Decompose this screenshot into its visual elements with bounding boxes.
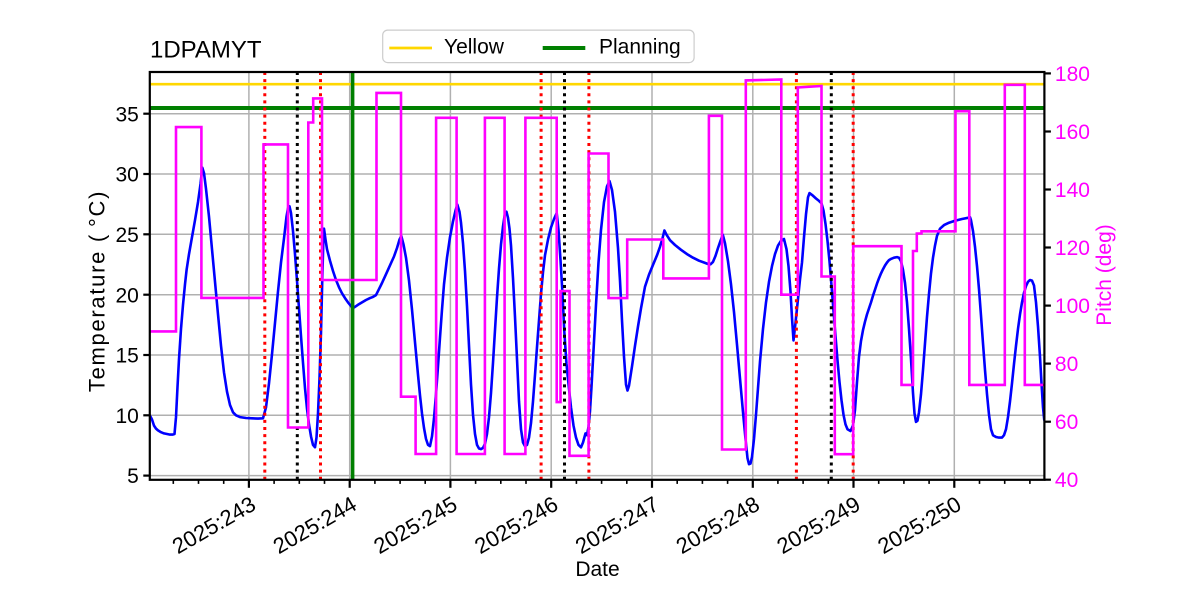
svg-text:20: 20 — [115, 284, 138, 307]
svg-text:30: 30 — [115, 164, 138, 187]
svg-text:60: 60 — [1055, 411, 1078, 434]
svg-text:140: 140 — [1055, 179, 1090, 202]
svg-text:80: 80 — [1055, 353, 1078, 376]
svg-text:10: 10 — [115, 405, 138, 428]
svg-text:Pitch (deg): Pitch (deg) — [1093, 224, 1116, 326]
svg-text:180: 180 — [1055, 63, 1090, 86]
svg-text:5: 5 — [127, 465, 139, 488]
svg-text:100: 100 — [1055, 295, 1090, 318]
svg-text:25: 25 — [115, 224, 138, 247]
svg-text:40: 40 — [1055, 469, 1078, 492]
svg-text:Temperature ( °C): Temperature ( °C) — [85, 190, 110, 392]
svg-text:15: 15 — [115, 345, 138, 368]
svg-text:120: 120 — [1055, 237, 1090, 260]
svg-text:35: 35 — [115, 103, 138, 126]
svg-text:Yellow: Yellow — [444, 36, 505, 59]
svg-text:1DPAMYT: 1DPAMYT — [150, 37, 262, 64]
svg-text:Planning: Planning — [599, 36, 681, 59]
svg-text:160: 160 — [1055, 121, 1090, 144]
svg-text:Date: Date — [575, 558, 619, 581]
